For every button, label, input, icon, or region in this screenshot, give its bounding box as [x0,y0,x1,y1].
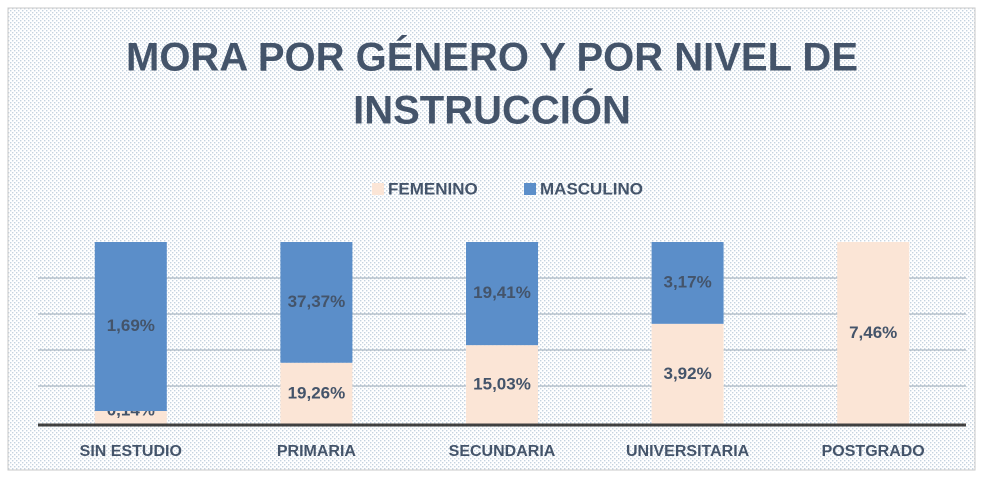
chart-title: INSTRUCCIÓN [353,87,631,133]
data-label: 19,26% [288,383,346,402]
legend-label: MASCULINO [540,179,643,198]
data-label: 7,46% [849,323,897,342]
bar-segment [837,242,910,425]
data-label: 3,17% [663,272,711,291]
x-tick-label: POSTGRADO [822,443,925,460]
bar-segment [94,411,167,425]
x-tick-label: PRIMARIA [277,443,357,460]
data-label: 19,41% [473,283,531,302]
data-label: 3,92% [663,364,711,383]
data-label: 1,69% [107,316,155,335]
bar-segment [280,362,353,425]
x-tick-label: SECUNDARIA [449,443,556,460]
data-label: 15,03% [473,375,531,394]
legend-label: FEMENINO [388,179,478,198]
bar-segment [651,323,724,425]
bar-segment [651,242,724,324]
legend-swatch [372,183,384,195]
x-tick-label: UNIVERSITARIA [626,443,750,460]
bar-segment [466,242,538,346]
x-tick-label: SIN ESTUDIO [80,443,182,460]
bar-segment [94,242,167,411]
legend-swatch [524,183,536,195]
bar-segment [280,242,353,363]
chart-title: MORA POR GÉNERO Y POR NIVEL DE [126,35,858,80]
bar-segment [466,345,538,425]
data-label: 37,37% [288,292,346,311]
